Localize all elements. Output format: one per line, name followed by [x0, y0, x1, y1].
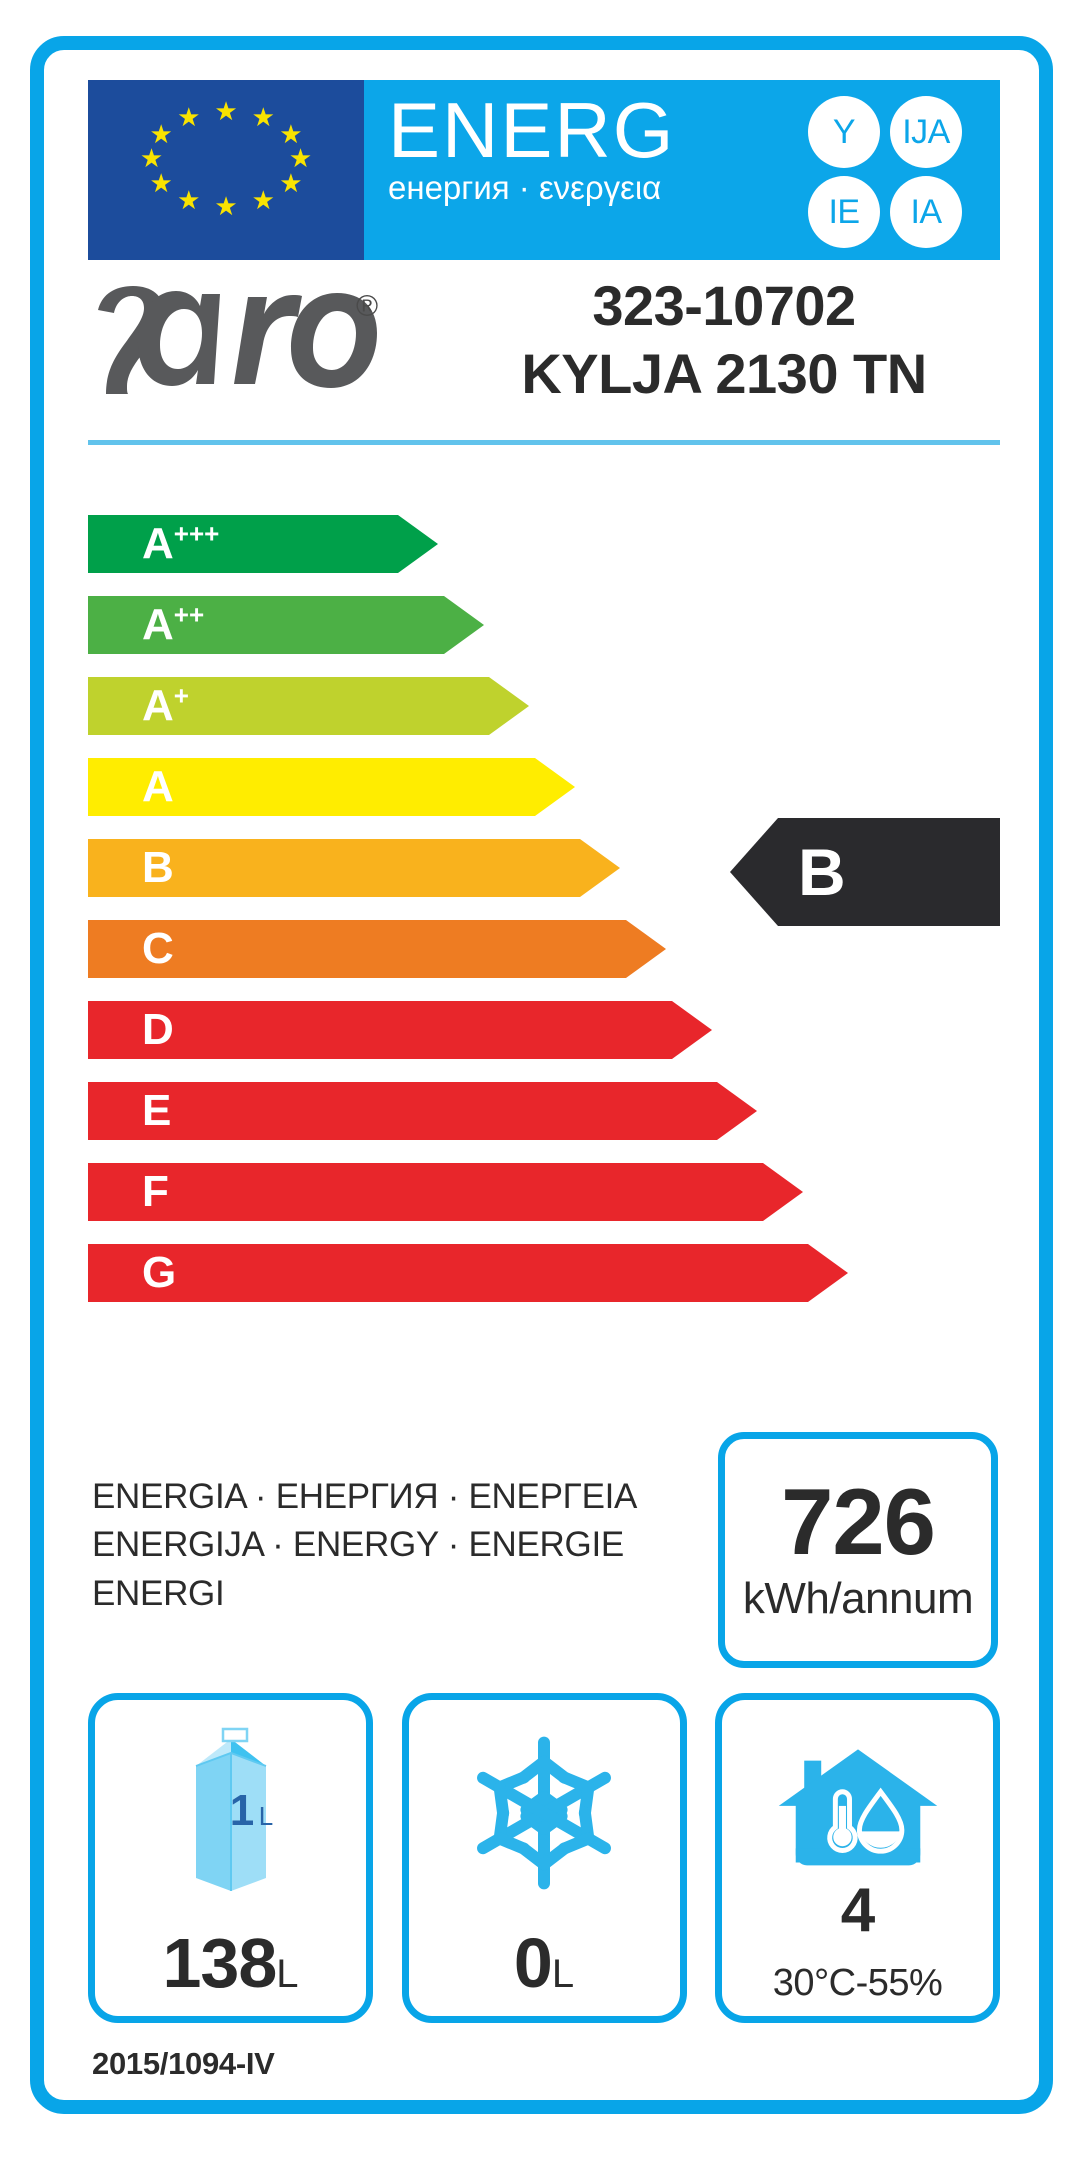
rating-arrow: B [730, 818, 1000, 926]
snowflake-icon [409, 1718, 680, 1908]
energy-class-bar: E [88, 1082, 1000, 1140]
fresh-volume-number: 138 [162, 1924, 277, 2002]
energy-class-plus: + [173, 680, 189, 711]
header-band: ★ ★ ★ ★ ★ ★ ★ ★ ★ ★ ★ ★ ENERG енергия · … [88, 80, 1000, 260]
energy-class-letter: C [142, 924, 174, 973]
energy-class-bar-tip [535, 758, 575, 816]
annual-consumption-value: 726 [781, 1468, 936, 1574]
eu-flag-icon: ★ ★ ★ ★ ★ ★ ★ ★ ★ ★ ★ ★ [88, 80, 364, 260]
energy-words-line-2: ENERGIJA · ENERGY · ENERGIE [92, 1525, 624, 1565]
energy-class-letter: A [142, 762, 174, 811]
language-circles: Y IJA IE IA [808, 96, 962, 248]
energy-class-letter: A+++ [142, 518, 220, 568]
energy-class-bar: D [88, 1001, 1000, 1059]
brand-divider [88, 440, 1000, 445]
energy-class-letter: F [142, 1167, 169, 1216]
energy-class-letter: A+ [142, 680, 189, 730]
energy-class-bar-tip [763, 1163, 803, 1221]
energ-band: ENERG енергия · ενεργεια Y IJA IE IA [364, 80, 1000, 260]
language-circle-y: Y [808, 96, 880, 168]
energy-class-bar: B [88, 839, 1000, 897]
energy-class-bar-body: B [88, 839, 580, 897]
milk-carton-icon: 1 L [95, 1718, 366, 1908]
climate-class-box: 4 30°C-55% [715, 1693, 1000, 2023]
rating-arrow-tip [730, 818, 778, 926]
energy-class-bar: A+++ [88, 515, 1000, 573]
language-circle-ie: IE [808, 176, 880, 248]
energy-class-bar-tip [717, 1082, 757, 1140]
climate-class-conditions: 30°C-55% [772, 1962, 943, 2004]
registered-mark: ® [356, 290, 379, 323]
freezer-volume-box: 0L [401, 1693, 687, 2023]
language-circle-ija: IJA [890, 96, 962, 168]
energy-class-bar-tip [580, 839, 620, 897]
energy-class-bar: C [88, 920, 1000, 978]
energy-class-bar-body: A+ [88, 677, 489, 735]
brand-row: ® 323-10702 KYLJA 2130 TN [88, 272, 1000, 432]
energy-words-block: ENERGIA · ЕНЕРГИЯ · ΕΝΕΡΓΕΙΑ ENERGIJA · … [92, 1473, 652, 1618]
energ-subtitle: енергия · ενεργεια [388, 169, 662, 207]
energy-class-letter: G [142, 1248, 177, 1297]
fresh-volume-value: 138L [95, 1928, 366, 1998]
energy-class-plus: +++ [173, 518, 220, 549]
energy-class-scale: A+++ A++ A+ A B C D E F G [88, 515, 1000, 1325]
energy-class-bar-body: D [88, 1001, 672, 1059]
rating-letter: B [798, 835, 846, 909]
annual-consumption-unit: kWh/annum [742, 1573, 974, 1623]
energy-class-bar-tip [489, 677, 529, 735]
energy-class-bar: A [88, 758, 1000, 816]
energy-class-bar-body: A++ [88, 596, 444, 654]
energy-class-bar-body: F [88, 1163, 763, 1221]
energy-class-bar-tip [398, 515, 438, 573]
energy-words-line-1: ENERGIA · ЕНЕРГИЯ · ΕΝΕΡΓΕΙΑ [92, 1477, 638, 1516]
energy-class-bar: G [88, 1244, 1000, 1302]
svg-text:L: L [258, 1801, 272, 1831]
energy-class-letter: B [142, 843, 174, 892]
energy-class-letter: A++ [142, 599, 205, 649]
info-boxes: 1 L 138L [88, 1693, 1000, 2023]
fresh-volume-box: 1 L 138L [88, 1693, 373, 2023]
model-block: 323-10702 KYLJA 2130 TN [448, 272, 1000, 409]
language-circle-ia: IA [890, 176, 962, 248]
energy-words-line-3: ENERGI [92, 1573, 225, 1613]
energy-class-plus: ++ [173, 599, 205, 630]
freezer-volume-value: 0L [409, 1928, 680, 1998]
energy-class-bar-body: G [88, 1244, 808, 1302]
energy-class-bar: F [88, 1163, 1000, 1221]
energ-wordmark: ENERG енергия · ενεργεια [388, 86, 778, 207]
energy-class-bar: A++ [88, 596, 1000, 654]
house-climate-icon [722, 1718, 993, 1908]
rating-arrow-body: B [778, 818, 1000, 926]
model-name: KYLJA 2130 TN [521, 342, 927, 406]
energy-class-letter: D [142, 1005, 174, 1054]
climate-class-value: 4 [840, 1876, 875, 1945]
energ-title: ENERG [388, 86, 676, 174]
energy-class-bar-body: E [88, 1082, 717, 1140]
freezer-volume-number: 0 [513, 1924, 553, 2002]
energy-class-bar-body: A [88, 758, 535, 816]
energy-class-bar-tip [626, 920, 666, 978]
energy-class-bar: A+ [88, 677, 1000, 735]
annual-consumption-box: 726 kWh/annum [718, 1432, 998, 1668]
energy-class-bar-body: A+++ [88, 515, 398, 573]
freezer-volume-unit: L [551, 1952, 575, 1996]
saro-logo [92, 286, 392, 406]
energy-class-bar-body: C [88, 920, 626, 978]
energy-class-bar-tip [808, 1244, 848, 1302]
model-code: 323-10702 [592, 274, 856, 337]
svg-text:1: 1 [229, 1786, 253, 1835]
fresh-volume-unit: L [276, 1952, 299, 1996]
energy-class-bar-tip [672, 1001, 712, 1059]
regulation-reference: 2015/1094-IV [92, 2046, 275, 2081]
energy-class-letter: E [142, 1086, 172, 1135]
energy-class-bar-tip [444, 596, 484, 654]
